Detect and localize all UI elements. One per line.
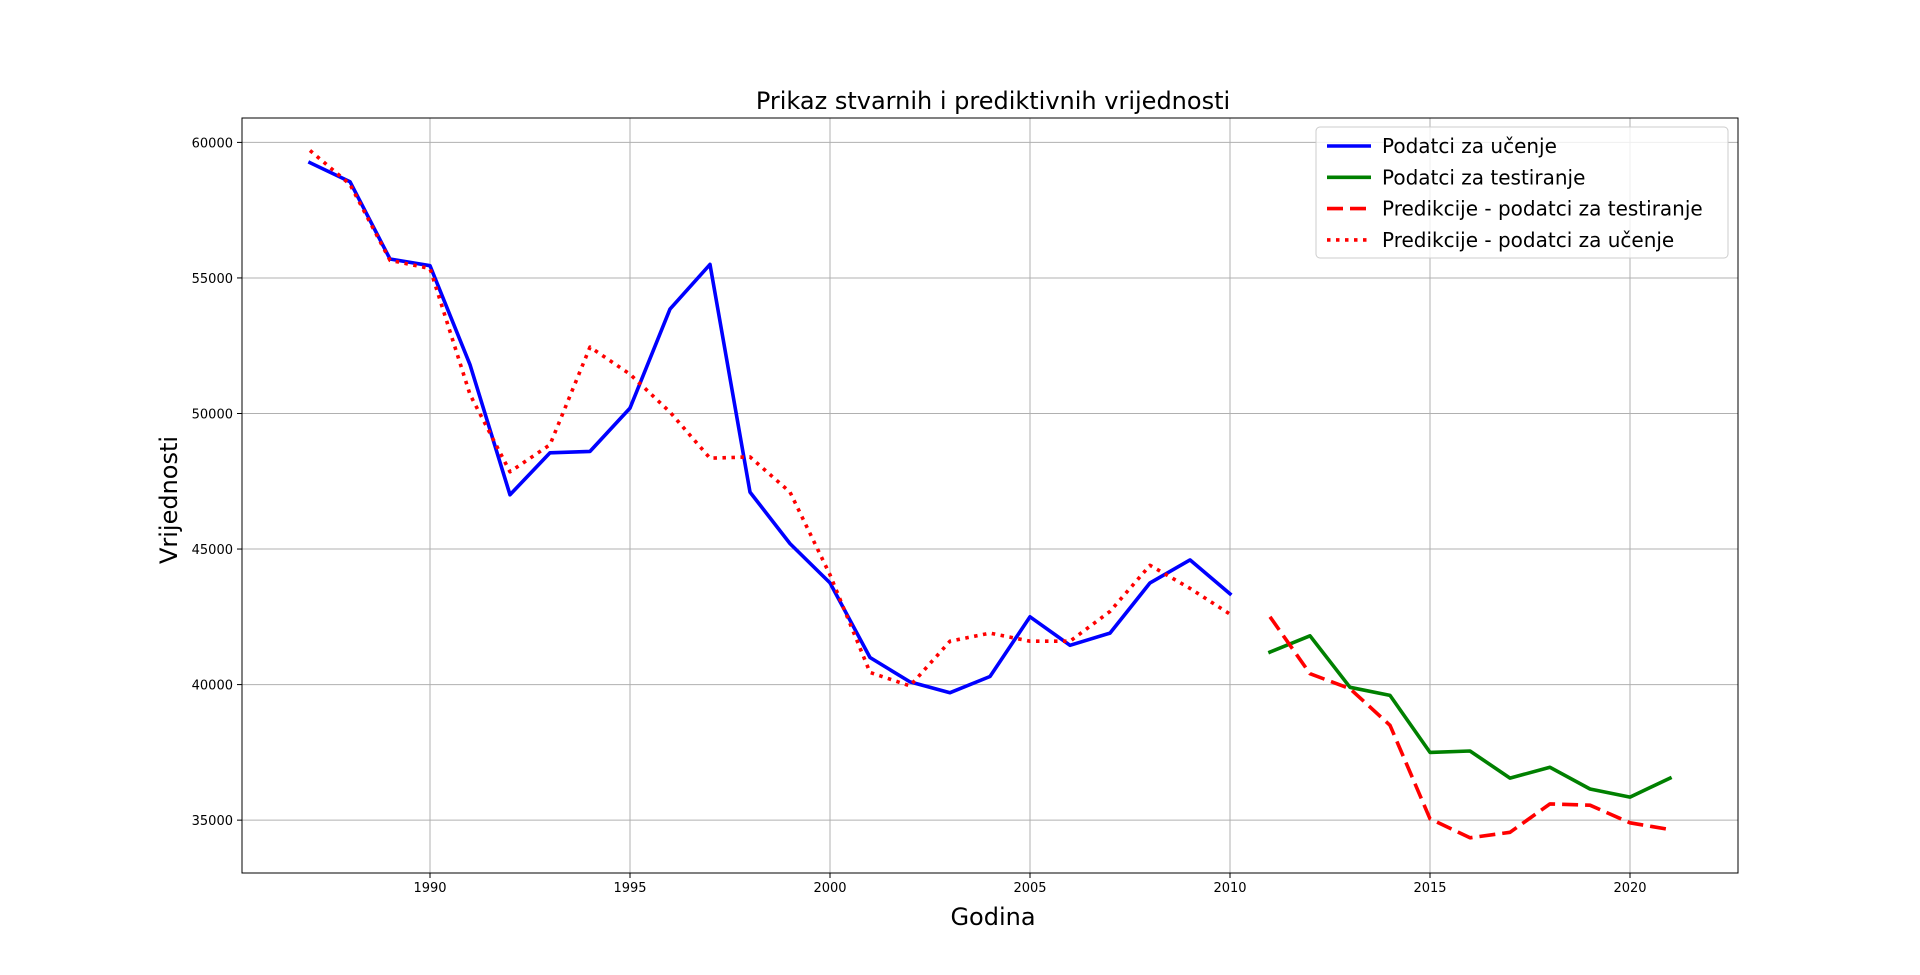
legend-box xyxy=(1315,126,1729,259)
legend-label: Podatci za učenje xyxy=(1382,134,1557,158)
legend-label: Predikcije - podatci za učenje xyxy=(1382,228,1674,252)
x-tick-label: 2000 xyxy=(813,881,846,896)
x-tick-label: 1990 xyxy=(413,881,446,896)
y-tick-label: 35000 xyxy=(192,814,233,829)
x-tick-label: 2010 xyxy=(1213,881,1246,896)
x-tick-label: 2005 xyxy=(1013,881,1046,896)
series-line-0 xyxy=(307,160,1233,695)
series-line-1 xyxy=(1267,633,1673,799)
chart-title: Prikaz stvarnih i prediktivnih vrijednos… xyxy=(756,87,1230,115)
legend-label: Podatci za testiranje xyxy=(1382,165,1585,189)
x-tick-label: 2020 xyxy=(1613,881,1646,896)
y-tick-label: 55000 xyxy=(192,272,233,287)
x-axis-title: Godina xyxy=(950,903,1035,931)
legend: Podatci za učenje Podatci za testiranje Pr… xyxy=(1315,126,1729,259)
y-tick-label: 60000 xyxy=(192,136,233,151)
x-tick-label: 2015 xyxy=(1413,881,1446,896)
y-tick-label: 45000 xyxy=(192,543,233,558)
series-line-3 xyxy=(308,149,1231,688)
y-axis-title: Vrijednosti xyxy=(155,436,183,564)
plot-frame xyxy=(241,117,1739,874)
x-axis-ticks: 1990 1995 2000 2005 2010 2015 2020 xyxy=(413,873,1647,896)
legend-label: Predikcije - podatci za testiranje xyxy=(1382,197,1703,221)
series-layer xyxy=(307,149,1673,840)
x-tick-label: 1995 xyxy=(613,881,646,896)
y-tick-label: 50000 xyxy=(192,407,233,422)
series-line-2 xyxy=(1268,615,1671,840)
y-axis-ticks: 35000 40000 45000 50000 55000 60000 xyxy=(192,136,242,829)
y-tick-label: 40000 xyxy=(192,679,233,694)
